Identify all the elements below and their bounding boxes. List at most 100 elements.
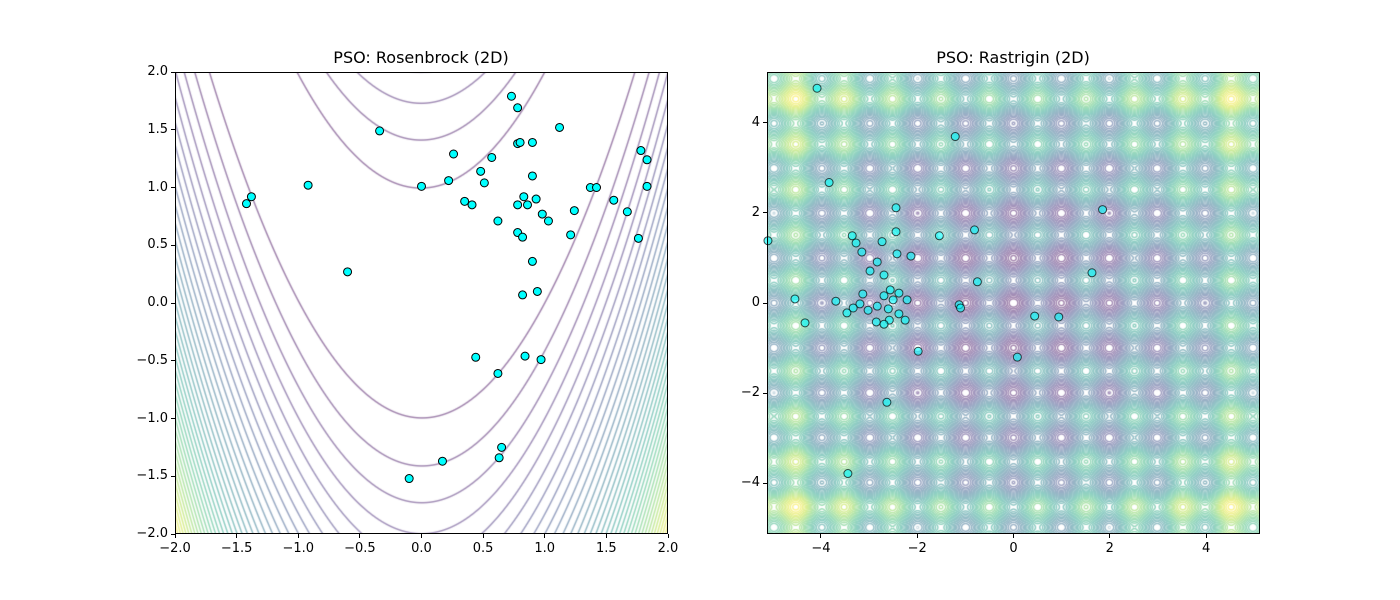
particle-point (913, 346, 923, 356)
particle-point (790, 294, 800, 304)
particle-point (476, 166, 486, 176)
particle-point (375, 126, 385, 136)
particle-point (1054, 312, 1064, 322)
y-tick-label: 0 (751, 295, 760, 310)
particle-point (417, 181, 426, 191)
particle-point (877, 237, 887, 247)
x-tick-mark (236, 534, 238, 538)
particle-point (460, 196, 470, 206)
particle-point (515, 137, 525, 147)
particle-point (879, 270, 889, 280)
particle-point (479, 178, 489, 188)
particle-point (467, 200, 477, 210)
particle-point (882, 397, 892, 407)
x-tick-label: −0.5 (344, 541, 376, 556)
particle-point (642, 181, 652, 191)
x-tick-label: −2.0 (159, 541, 191, 556)
particle-point (1098, 205, 1108, 215)
particle-point (543, 216, 553, 226)
particle-point (609, 195, 619, 205)
rosenbrock-contour (175, 72, 668, 534)
particle-point (857, 247, 867, 257)
x-tick-label: −1.0 (282, 541, 315, 556)
particle-point (831, 296, 841, 306)
rosenbrock-axes (175, 72, 668, 534)
y-tick-mark (763, 302, 767, 304)
x-tick-label: −4 (811, 541, 831, 556)
y-tick-mark (171, 187, 175, 188)
y-tick-mark (171, 302, 175, 304)
y-tick-mark (763, 482, 767, 484)
particle-point (851, 238, 861, 248)
particle-point (800, 318, 810, 328)
x-tick-label: −2 (907, 541, 927, 556)
y-tick-label: −2 (740, 385, 760, 401)
particle-point (1087, 268, 1097, 278)
particle-point (642, 155, 652, 165)
x-tick-label: 1.5 (596, 541, 617, 556)
particle-point (855, 299, 865, 309)
particle-point (513, 103, 523, 113)
particle-point (493, 368, 503, 378)
particle-point (566, 230, 576, 240)
particle-point (879, 291, 889, 301)
particle-point (622, 207, 632, 217)
y-tick-mark (171, 244, 175, 246)
particle-point (879, 319, 889, 329)
particle-point (812, 83, 822, 93)
particle-point (902, 295, 912, 305)
y-tick-label: 1.0 (147, 179, 168, 195)
particle-point (872, 301, 882, 311)
rastrigin-particles (763, 83, 1108, 479)
y-tick-mark (763, 122, 767, 124)
x-tick-label: 2.0 (657, 541, 679, 556)
x-tick-label: 2 (1105, 541, 1114, 556)
x-tick-mark (667, 534, 669, 538)
x-tick-label: 0.5 (472, 541, 494, 556)
particle-point (404, 474, 414, 484)
x-tick-mark (1205, 534, 1207, 538)
particle-point (531, 194, 541, 204)
particle-point (513, 200, 523, 210)
particle-point (900, 315, 910, 325)
particle-point (303, 180, 313, 190)
particle-point (246, 192, 256, 202)
x-tick-label: 0 (1009, 541, 1018, 556)
y-tick-label: −1.0 (136, 410, 168, 426)
y-tick-mark (171, 71, 175, 73)
particle-point (842, 308, 852, 318)
y-tick-mark (171, 129, 175, 131)
particle-point (843, 469, 853, 479)
particle-point (972, 277, 982, 287)
y-tick-label: −4 (740, 475, 760, 491)
particle-point (763, 236, 773, 246)
particle-point (1012, 352, 1022, 362)
particle-point (858, 289, 868, 299)
particle-point (872, 257, 882, 267)
particle-point (824, 178, 834, 188)
chart-title-rosenbrock: PSO: Rosenbrock (2D) (333, 48, 509, 67)
x-tick-label: 1.0 (534, 541, 556, 556)
particle-point (883, 304, 893, 314)
particle-point (519, 192, 529, 202)
particle-point (569, 206, 579, 216)
particle-point (518, 232, 528, 242)
particle-point (592, 183, 602, 192)
particle-point (871, 317, 881, 327)
particle-point (892, 249, 902, 259)
x-tick-label: −1.5 (220, 541, 253, 556)
chart-title-rastrigin: PSO: Rastrigin (2D) (936, 48, 1090, 67)
x-tick-mark (820, 534, 822, 538)
y-tick-label: 0.5 (147, 237, 168, 253)
particle-point (891, 203, 901, 213)
particle-point (527, 256, 537, 266)
y-tick-label: 4 (751, 114, 760, 130)
particle-point (934, 231, 944, 241)
rastrigin-axes (763, 72, 1260, 534)
particle-point (894, 288, 904, 298)
x-tick-mark (916, 534, 918, 538)
y-tick-label: 2 (751, 204, 760, 220)
particle-point (537, 209, 547, 219)
particle-point (497, 442, 507, 452)
